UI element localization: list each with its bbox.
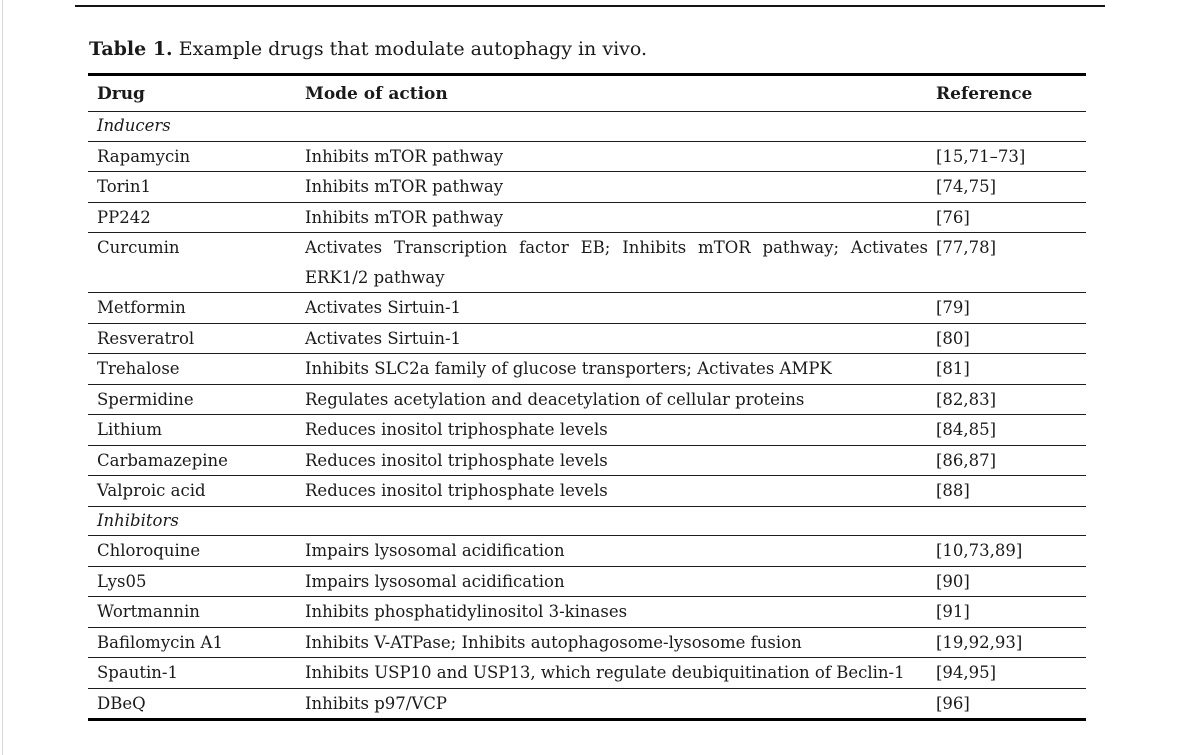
table-row: DBeQ Inhibits p97/VCP [96] bbox=[88, 688, 1086, 720]
mode-cell: Reduces inositol triphosphate levels bbox=[305, 450, 608, 470]
drug-cell: Lys05 bbox=[97, 571, 147, 591]
table-row: Torin1 Inhibits mTOR pathway [74,75] bbox=[88, 172, 1086, 202]
drug-cell: Resveratrol bbox=[97, 328, 195, 348]
mode-cell: Inhibits V-ATPase; Inhibits autophagosom… bbox=[305, 632, 802, 652]
reference-cell: [91] bbox=[936, 602, 970, 621]
header-row: Drug Mode of action Reference bbox=[88, 75, 1086, 112]
reference-cell: [90] bbox=[936, 571, 970, 591]
reference-cell: [96] bbox=[936, 693, 970, 713]
mode-cell: Impairs lysosomal acidification bbox=[305, 541, 565, 560]
drug-cell: Rapamycin bbox=[97, 146, 191, 166]
table-row: Rapamycin Inhibits mTOR pathway [15,71–73] bbox=[88, 141, 1086, 172]
mode-cell: Activates Transcription factor EB; Inhib… bbox=[305, 238, 928, 287]
mode-cell: Inhibits mTOR pathway bbox=[305, 177, 504, 196]
drug-cell: Chloroquine bbox=[97, 541, 201, 560]
mode-cell: Inhibits USP10 and USP13, which regulate… bbox=[305, 663, 905, 682]
drug-cell: Curcumin bbox=[97, 238, 180, 257]
reference-cell: [81] bbox=[936, 359, 970, 378]
section-label: Inducers bbox=[97, 116, 171, 135]
reference-cell: [74,75] bbox=[936, 177, 997, 196]
table-caption: Table 1. Example drugs that modulate aut… bbox=[89, 37, 647, 61]
table-row: Lithium Reduces inositol triphosphate lev… bbox=[88, 415, 1086, 445]
table-row: Spautin-1 Inhibits USP10 and USP13, which… bbox=[88, 658, 1086, 688]
table-caption-text: Example drugs that modulate autophagy in… bbox=[178, 38, 648, 60]
section-label: Inhibitors bbox=[97, 510, 179, 530]
table-row: Resveratrol Activates Sirtuin-1 [80] bbox=[88, 323, 1086, 354]
reference-cell: [76] bbox=[936, 207, 970, 227]
reference-cell: [88] bbox=[936, 481, 970, 500]
section-row: Inhibitors bbox=[88, 506, 1086, 536]
table-row: PP242 Inhibits mTOR pathway [76] bbox=[88, 202, 1086, 233]
mode-cell: Activates Sirtuin-1 bbox=[305, 298, 462, 317]
table-row: Curcumin Activates Transcription factor E… bbox=[88, 233, 1086, 293]
reference-cell: [19,92,93] bbox=[936, 632, 1023, 652]
reference-cell: [79] bbox=[936, 298, 970, 317]
page-top-border bbox=[75, 5, 1105, 7]
mode-cell: Inhibits mTOR pathway bbox=[305, 146, 504, 166]
drug-cell: DBeQ bbox=[97, 693, 146, 713]
table-row: Trehalose Inhibits SLC2a family of glucos… bbox=[88, 354, 1086, 384]
drug-cell: Trehalose bbox=[97, 359, 180, 378]
drug-cell: Wortmannin bbox=[97, 602, 200, 621]
reference-cell: [77,78] bbox=[936, 238, 997, 257]
mode-cell: Inhibits phosphatidylinositol 3-kinases bbox=[305, 602, 628, 621]
table-row: Bafilomycin A1 Inhibits V-ATPase; Inhibit… bbox=[88, 627, 1086, 658]
section-row: Inducers bbox=[88, 112, 1086, 141]
drugs-table: Drug Mode of action Reference Inducers Ra… bbox=[88, 73, 1086, 721]
drug-cell: Bafilomycin A1 bbox=[97, 632, 223, 652]
table-body: Inducers Rapamycin Inhibits mTOR pathway [1… bbox=[88, 112, 1086, 720]
drug-cell: Lithium bbox=[97, 420, 163, 439]
drug-cell: Metformin bbox=[97, 298, 186, 317]
table-container: Drug Mode of action Reference Inducers Ra… bbox=[88, 73, 1086, 721]
reference-cell: [15,71–73] bbox=[936, 146, 1026, 166]
mode-cell: Inhibits p97/VCP bbox=[305, 693, 447, 713]
reference-cell: [80] bbox=[936, 328, 970, 348]
drug-cell: Spermidine bbox=[97, 389, 194, 409]
mode-cell: Activates Sirtuin-1 bbox=[305, 328, 462, 348]
mode-cell: Reduces inositol triphosphate levels bbox=[305, 420, 608, 439]
reference-cell: [86,87] bbox=[936, 450, 997, 470]
table-row: Spermidine Regulates acetylation and deac… bbox=[88, 384, 1086, 415]
mode-cell: Impairs lysosomal acidification bbox=[305, 571, 565, 591]
mode-cell: Inhibits SLC2a family of glucose transpo… bbox=[305, 359, 832, 378]
table-row: Lys05 Impairs lysosomal acidification [90] bbox=[88, 566, 1086, 597]
table-row: Chloroquine Impairs lysosomal acidificati… bbox=[88, 536, 1086, 566]
table-caption-label: Table 1. bbox=[89, 38, 173, 60]
drug-cell: Spautin-1 bbox=[97, 663, 178, 682]
reference-cell: [84,85] bbox=[936, 420, 997, 439]
drug-cell: Torin1 bbox=[97, 177, 151, 196]
mode-cell: Inhibits mTOR pathway bbox=[305, 207, 504, 227]
table-row: Valproic acid Reduces inositol triphospha… bbox=[88, 476, 1086, 506]
table-row: Metformin Activates Sirtuin-1 [79] bbox=[88, 293, 1086, 323]
drug-cell: Valproic acid bbox=[97, 481, 206, 500]
reference-cell: [94,95] bbox=[936, 663, 997, 682]
mode-cell: Reduces inositol triphosphate levels bbox=[305, 481, 608, 500]
column-header-reference: Reference bbox=[936, 84, 1033, 104]
column-header-mode-of-action: Mode of action bbox=[305, 84, 448, 104]
page-left-edge bbox=[2, 0, 3, 755]
mode-cell: Regulates acetylation and deacetylation … bbox=[305, 389, 805, 409]
drug-cell: PP242 bbox=[97, 207, 151, 227]
column-header-drug: Drug bbox=[97, 84, 145, 104]
table-row: Wortmannin Inhibits phosphatidylinositol … bbox=[88, 597, 1086, 627]
reference-cell: [10,73,89] bbox=[936, 541, 1023, 560]
table-row: Carbamazepine Reduces inositol triphospha… bbox=[88, 445, 1086, 476]
drug-cell: Carbamazepine bbox=[97, 450, 228, 470]
reference-cell: [82,83] bbox=[936, 389, 997, 409]
